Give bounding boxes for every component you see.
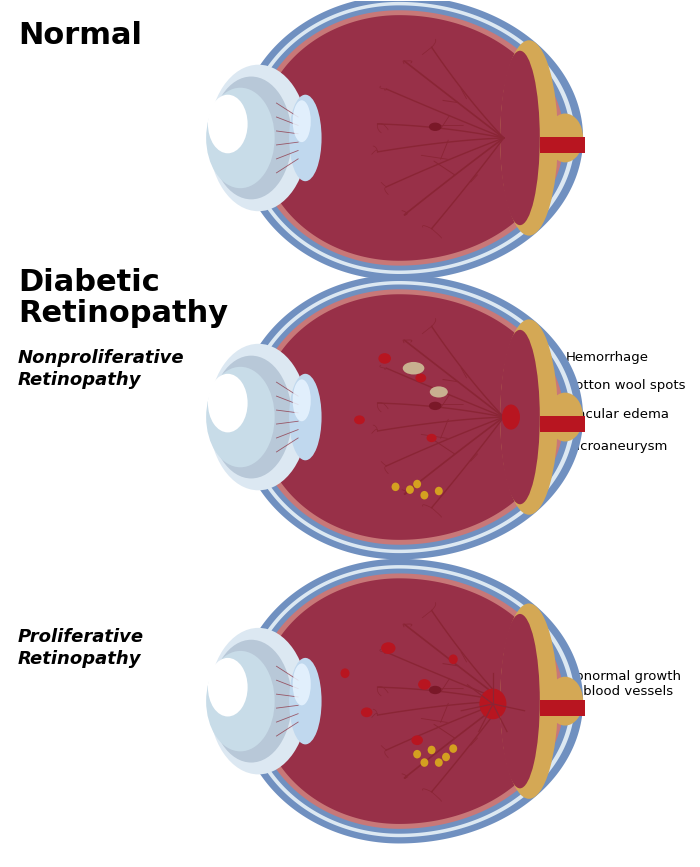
Ellipse shape — [206, 651, 274, 752]
Ellipse shape — [547, 114, 583, 162]
Polygon shape — [237, 0, 583, 280]
Bar — [540, 700, 585, 716]
Ellipse shape — [361, 707, 372, 717]
Polygon shape — [254, 290, 564, 544]
Polygon shape — [254, 573, 564, 829]
Polygon shape — [260, 294, 558, 540]
Text: Diabetic: Diabetic — [18, 268, 160, 297]
Ellipse shape — [426, 434, 437, 442]
Ellipse shape — [430, 387, 448, 397]
Ellipse shape — [418, 679, 430, 689]
Text: Normal: Normal — [18, 22, 142, 50]
Text: Retinopathy: Retinopathy — [18, 371, 141, 389]
Polygon shape — [244, 2, 575, 274]
Text: Microaneurysm: Microaneurysm — [505, 440, 668, 466]
Circle shape — [340, 668, 349, 678]
Ellipse shape — [500, 329, 540, 505]
Ellipse shape — [209, 628, 308, 774]
Ellipse shape — [293, 380, 311, 421]
Circle shape — [435, 759, 443, 766]
Polygon shape — [248, 5, 570, 271]
Ellipse shape — [206, 88, 274, 188]
Polygon shape — [248, 284, 570, 550]
Circle shape — [406, 486, 414, 494]
Ellipse shape — [500, 319, 558, 515]
Text: Retinopathy: Retinopathy — [18, 299, 228, 329]
Ellipse shape — [293, 101, 311, 142]
Ellipse shape — [289, 658, 321, 745]
Ellipse shape — [500, 614, 540, 788]
Ellipse shape — [402, 362, 424, 375]
Polygon shape — [244, 281, 575, 553]
Ellipse shape — [211, 355, 292, 479]
Text: Nonproliferative: Nonproliferative — [18, 349, 185, 368]
Ellipse shape — [293, 663, 311, 706]
Ellipse shape — [211, 76, 292, 199]
Text: Abnormal growth
of blood vessels: Abnormal growth of blood vessels — [533, 670, 680, 700]
Ellipse shape — [429, 686, 442, 694]
Polygon shape — [260, 578, 558, 824]
Polygon shape — [260, 15, 558, 261]
Circle shape — [391, 483, 400, 491]
Circle shape — [428, 746, 435, 754]
Ellipse shape — [208, 95, 248, 153]
Bar — [540, 415, 585, 433]
Circle shape — [421, 759, 428, 766]
Ellipse shape — [415, 374, 426, 382]
Circle shape — [413, 479, 421, 488]
Circle shape — [435, 486, 443, 495]
Ellipse shape — [480, 688, 506, 720]
Ellipse shape — [500, 40, 558, 236]
Ellipse shape — [211, 640, 292, 763]
Ellipse shape — [500, 51, 540, 225]
Ellipse shape — [209, 344, 308, 491]
Polygon shape — [254, 10, 564, 265]
Ellipse shape — [208, 374, 248, 433]
Text: Cotton wool spots: Cotton wool spots — [522, 379, 685, 394]
Bar — [540, 137, 585, 153]
Circle shape — [449, 744, 457, 753]
Ellipse shape — [429, 401, 442, 410]
Circle shape — [413, 750, 421, 759]
Ellipse shape — [209, 65, 308, 212]
Polygon shape — [248, 569, 570, 834]
Ellipse shape — [208, 658, 248, 716]
Text: Hemorrhage: Hemorrhage — [527, 351, 649, 373]
Text: Macular edema: Macular edema — [533, 407, 668, 420]
Ellipse shape — [379, 353, 391, 364]
Circle shape — [449, 655, 458, 664]
Text: Retinopathy: Retinopathy — [18, 650, 141, 668]
Ellipse shape — [289, 374, 321, 460]
Ellipse shape — [500, 603, 558, 799]
Ellipse shape — [429, 122, 442, 131]
Polygon shape — [244, 565, 575, 838]
Circle shape — [421, 491, 428, 499]
Circle shape — [442, 753, 450, 761]
Ellipse shape — [412, 735, 423, 745]
Ellipse shape — [289, 95, 321, 181]
Ellipse shape — [502, 405, 520, 430]
Ellipse shape — [547, 393, 583, 441]
Polygon shape — [237, 559, 583, 844]
Ellipse shape — [354, 415, 365, 424]
Text: Proliferative: Proliferative — [18, 629, 144, 647]
Ellipse shape — [381, 642, 395, 654]
Ellipse shape — [206, 367, 274, 467]
Polygon shape — [237, 275, 583, 559]
Ellipse shape — [547, 677, 583, 726]
